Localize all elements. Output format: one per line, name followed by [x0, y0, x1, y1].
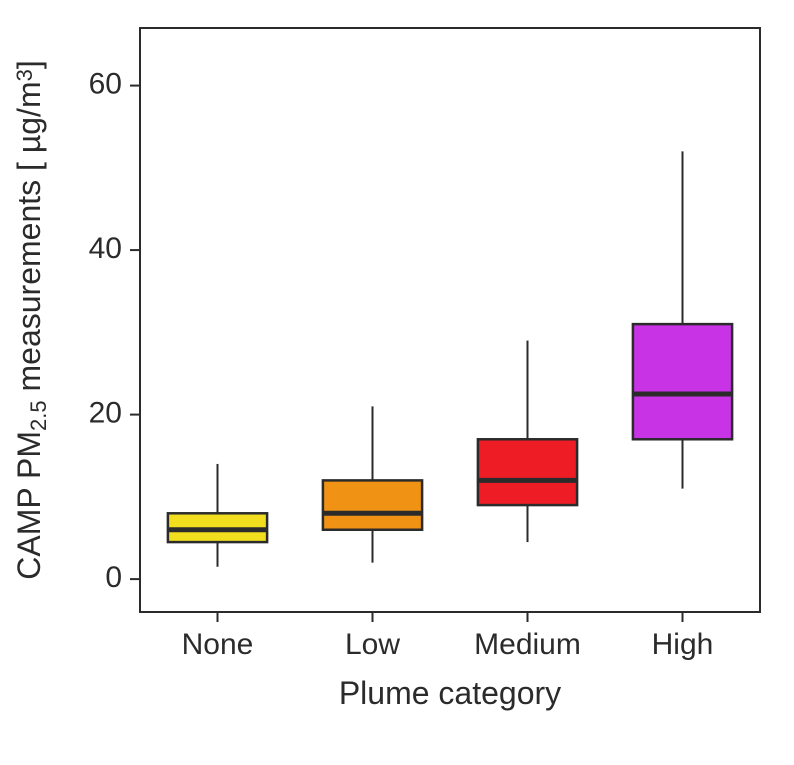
box-low — [323, 480, 422, 529]
y-axis-title: CAMP PM2.5 measurements [ µg/m3] — [11, 60, 51, 579]
x-tick-label: High — [652, 628, 714, 661]
x-axis-title: Plume category — [339, 675, 561, 711]
y-tick-label: 0 — [105, 561, 122, 594]
y-tick-label: 40 — [89, 232, 122, 265]
y-tick-label: 60 — [89, 67, 122, 100]
x-tick-label: Medium — [474, 628, 581, 661]
box-high — [633, 324, 732, 439]
x-tick-label: Low — [345, 628, 400, 661]
y-tick-label: 20 — [89, 397, 122, 430]
x-tick-label: None — [182, 628, 254, 661]
box-medium — [478, 439, 577, 505]
boxplot-chart: 0 20 40 60 None Low Medium High CAMP PM2.5 measu… — [0, 0, 794, 765]
chart-svg: 0 20 40 60 None Low Medium High CAMP PM2.5 measu… — [0, 0, 794, 765]
